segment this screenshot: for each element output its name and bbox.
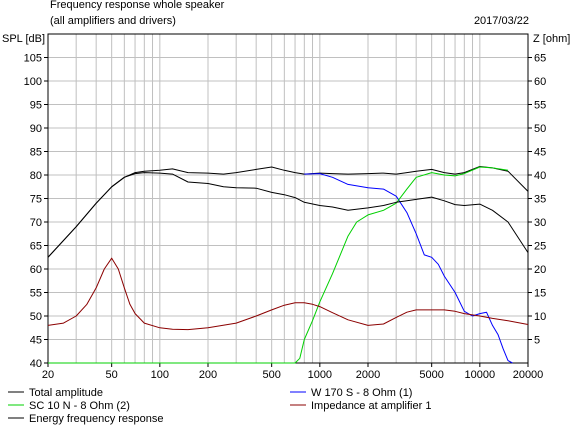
y-tick-label-left: 85 — [30, 147, 42, 159]
x-tick-label: 20 — [42, 369, 54, 381]
y-tick-label-right: 10 — [534, 311, 546, 323]
y-tick-label-left: 45 — [30, 335, 42, 347]
series-line-w-170-s-8-ohm-1 — [304, 173, 513, 364]
chart-date: 2017/03/22 — [473, 15, 529, 27]
axes: 40 45 50 55 60 65 70 75 80 85 90 95 100 105 5 10 15 20 25 3… — [24, 33, 546, 381]
x-tick-label: 2000 — [356, 369, 380, 381]
grid — [48, 34, 528, 363]
y-tick-label-left: 70 — [30, 217, 42, 229]
legend-label: Energy frequency response — [29, 413, 164, 425]
y-tick-label-right: 45 — [534, 147, 546, 159]
y-tick-label-left: 40 — [30, 358, 42, 370]
chart-title: Frequency response whole speaker — [50, 0, 225, 11]
series-line-total-amplitude — [47, 166, 529, 258]
series-line-energy-frequency-response — [47, 172, 529, 258]
y-axis-label-left: SPL [dB] — [2, 33, 46, 45]
y-tick-label-right: 15 — [534, 288, 546, 300]
series-lines — [47, 166, 529, 364]
y-tick-label-right: 55 — [534, 100, 546, 112]
y-tick-label-left: 95 — [30, 100, 42, 112]
y-tick-label-right: 25 — [534, 241, 546, 253]
y-tick-label-right: 65 — [534, 53, 546, 65]
x-tick-label: 10000 — [465, 369, 496, 381]
y-tick-label-right: 60 — [534, 76, 546, 88]
x-tick-label: 200 — [199, 369, 217, 381]
y-tick-label-right: 35 — [534, 194, 546, 206]
y-tick-label-right: 40 — [534, 170, 546, 182]
legend-label: Total amplitude — [29, 387, 103, 399]
x-tick-label: 5000 — [419, 369, 443, 381]
series-line-sc-10-n-8-ohm-2 — [48, 166, 509, 364]
y-tick-label-left: 100 — [24, 76, 42, 88]
legend-label: Impedance at amplifier 1 — [311, 400, 431, 412]
y-axis-label-right: Z [ohm] — [533, 33, 571, 45]
y-tick-label-left: 55 — [30, 288, 42, 300]
y-tick-label-right: 20 — [534, 264, 546, 276]
y-tick-label-right: 50 — [534, 123, 546, 135]
y-tick-label-left: 80 — [30, 170, 42, 182]
legend-label: SC 10 N - 8 Ohm (2) — [29, 400, 130, 412]
chart-subtitle: (all amplifiers and drivers) — [50, 15, 176, 27]
y-tick-label-left: 105 — [24, 53, 42, 65]
y-tick-label-left: 50 — [30, 311, 42, 323]
x-tick-label: 100 — [151, 369, 169, 381]
x-tick-label: 1000 — [308, 369, 332, 381]
y-tick-label-left: 75 — [30, 194, 42, 206]
y-tick-label-right: 5 — [534, 335, 540, 347]
y-tick-label-left: 90 — [30, 123, 42, 135]
y-tick-label-left: 65 — [30, 241, 42, 253]
series-line-impedance-at-amplifier-1 — [47, 257, 529, 331]
x-tick-label: 20000 — [513, 369, 544, 381]
y-tick-label-left: 60 — [30, 264, 42, 276]
x-tick-label: 50 — [106, 369, 118, 381]
x-tick-label: 500 — [262, 369, 280, 381]
legend-label: W 170 S - 8 Ohm (1) — [311, 387, 412, 399]
y-tick-label-right: 30 — [534, 217, 546, 229]
